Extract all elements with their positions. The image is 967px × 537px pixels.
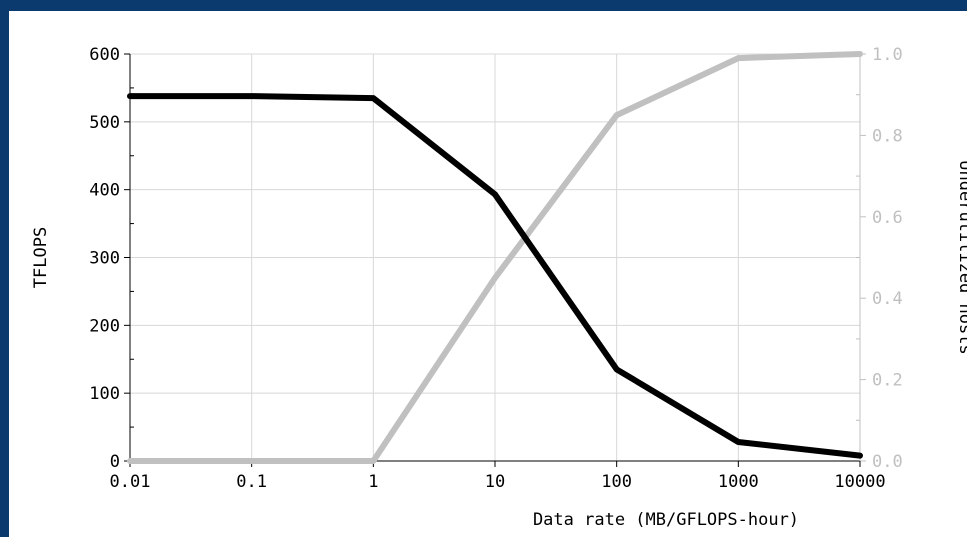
x-tick-label: 1 xyxy=(368,472,378,492)
series-line-underutilized xyxy=(127,51,863,464)
x-tick-label: 100 xyxy=(601,472,632,492)
y2-axis-label: Underutilized hosts xyxy=(955,160,967,354)
x-tick-label: 10000 xyxy=(834,472,885,492)
y-tick-label: 400 xyxy=(89,181,120,201)
x-tick-label: 10 xyxy=(485,472,505,492)
x-axis-label: Data rate (MB/GFLOPS-hour) xyxy=(533,510,799,530)
tick-labels: 0 100 200 300 400 500 600 0.0 0.2 0.4 0.6 0.8 1.0 0.0… xyxy=(89,45,902,492)
y-tick-label: 200 xyxy=(89,316,120,336)
x-tick-label: 0.01 xyxy=(110,472,151,492)
x-tick-label: 0.1 xyxy=(236,472,267,492)
y-tick-label: 600 xyxy=(89,45,120,65)
dual-axis-line-chart: 0 100 200 300 400 500 600 0.0 0.2 0.4 0.6 0.8 1.0 0.0… xyxy=(31,45,967,530)
series-line-tflops xyxy=(127,93,863,459)
y2-tick-label: 0.4 xyxy=(872,289,903,309)
y2-tick-label: 0.6 xyxy=(872,208,903,228)
grid-lines xyxy=(130,53,860,462)
chart-panel: 0 100 200 300 400 500 600 0.0 0.2 0.4 0.6 0.8 1.0 0.0… xyxy=(9,11,967,537)
y-tick-label: 500 xyxy=(89,113,120,133)
y2-tick-label: 0.2 xyxy=(872,371,903,391)
y-axis-label: TFLOPS xyxy=(31,227,51,288)
y-tick-label: 0 xyxy=(110,452,120,472)
x-tick-label: 1000 xyxy=(718,472,759,492)
series-lines xyxy=(127,51,863,464)
y2-tick-label: 0.0 xyxy=(872,452,903,472)
y-tick-label: 100 xyxy=(89,384,120,404)
y2-tick-label: 1.0 xyxy=(872,45,903,65)
y-tick-label: 300 xyxy=(89,249,120,269)
y2-tick-label: 0.8 xyxy=(872,126,903,146)
